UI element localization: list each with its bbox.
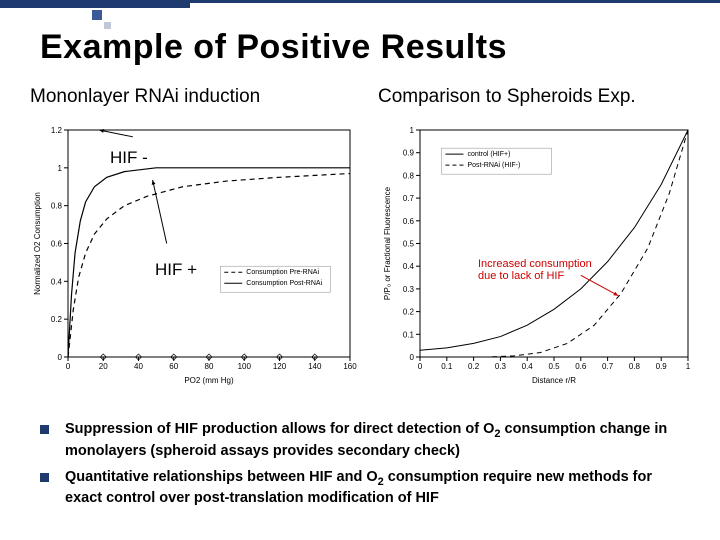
- svg-text:Post-RNAi (HIF-): Post-RNAi (HIF-): [467, 162, 520, 169]
- svg-text:0.8: 0.8: [51, 202, 63, 211]
- svg-text:0.6: 0.6: [51, 240, 63, 249]
- svg-text:0.2: 0.2: [468, 362, 480, 371]
- svg-text:Distance r/R: Distance r/R: [532, 376, 576, 385]
- right-chart: 0 0.1 0.2 0.3 0.4 0.5 0.6 0.7 0.8 0.9 1 0 0.1 0.2 0.3 0…: [380, 120, 700, 385]
- svg-text:1: 1: [410, 126, 415, 135]
- svg-text:0.2: 0.2: [51, 315, 63, 324]
- svg-text:0: 0: [66, 362, 71, 371]
- svg-text:1: 1: [58, 164, 63, 173]
- svg-text:0.1: 0.1: [403, 330, 415, 339]
- accent-line: [190, 0, 720, 3]
- svg-text:20: 20: [99, 362, 108, 371]
- svg-text:0.7: 0.7: [602, 362, 614, 371]
- red-annotation: Increased consumption due to lack of HIF: [478, 258, 592, 282]
- svg-text:120: 120: [273, 362, 287, 371]
- svg-text:40: 40: [134, 362, 143, 371]
- page-title: Example of Positive Results: [40, 28, 507, 67]
- red-anno-line1: Increased consumption: [478, 258, 592, 270]
- bullets: Suppression of HIF production allows for…: [40, 420, 690, 516]
- accent-bar: [0, 0, 190, 8]
- svg-text:0.4: 0.4: [51, 277, 63, 286]
- bullet-text-1: Quantitative relationships between HIF a…: [65, 468, 690, 508]
- bullet-text-0: Suppression of HIF production allows for…: [65, 420, 690, 460]
- svg-text:Consumption Pre-RNAi: Consumption Pre-RNAi: [246, 269, 319, 276]
- svg-text:140: 140: [308, 362, 322, 371]
- svg-text:0.4: 0.4: [522, 362, 534, 371]
- svg-text:0.9: 0.9: [403, 149, 415, 158]
- svg-text:control (HIF+): control (HIF+): [467, 151, 510, 158]
- svg-text:0.3: 0.3: [403, 285, 415, 294]
- bullet-marker: [40, 425, 49, 434]
- subtitle-right: Comparison to Spheroids Exp.: [378, 86, 636, 108]
- svg-text:0.6: 0.6: [575, 362, 587, 371]
- svg-text:Normalized O2 Consumption: Normalized O2 Consumption: [33, 192, 42, 295]
- svg-text:0.2: 0.2: [403, 308, 415, 317]
- svg-text:0: 0: [58, 353, 63, 362]
- bullet-marker: [40, 473, 49, 482]
- deco-square-1: [92, 10, 102, 20]
- svg-text:1.2: 1.2: [51, 126, 63, 135]
- hif-plus-label: HIF +: [155, 260, 197, 280]
- bullet-row: Quantitative relationships between HIF a…: [40, 468, 690, 508]
- svg-text:0.1: 0.1: [441, 362, 453, 371]
- hif-minus-label: HIF -: [110, 148, 148, 168]
- svg-text:0.4: 0.4: [403, 262, 415, 271]
- svg-text:0.7: 0.7: [403, 194, 415, 203]
- bullet-row: Suppression of HIF production allows for…: [40, 420, 690, 460]
- svg-text:80: 80: [205, 362, 214, 371]
- svg-text:0.8: 0.8: [403, 171, 415, 180]
- svg-text:P/P₀ or Fractional Fluorescenc: P/P₀ or Fractional Fluorescence: [383, 186, 392, 300]
- svg-text:1: 1: [686, 362, 691, 371]
- svg-text:0.8: 0.8: [629, 362, 641, 371]
- svg-text:0.5: 0.5: [548, 362, 560, 371]
- svg-text:PO2 (mm Hg): PO2 (mm Hg): [184, 376, 234, 385]
- svg-text:0.6: 0.6: [403, 217, 415, 226]
- svg-text:0.9: 0.9: [656, 362, 668, 371]
- svg-text:100: 100: [238, 362, 252, 371]
- svg-text:0.3: 0.3: [495, 362, 507, 371]
- left-chart: 0 20 40 60 80 100 120 140 160 0 0.2 0.4 0.6 0.8 1 1.2 PO…: [30, 120, 360, 385]
- svg-text:0: 0: [410, 353, 415, 362]
- subtitle-left: Mononlayer RNAi induction: [30, 86, 260, 108]
- svg-text:Consumption Post-RNAi: Consumption Post-RNAi: [246, 280, 322, 287]
- svg-text:0: 0: [418, 362, 423, 371]
- svg-text:160: 160: [343, 362, 357, 371]
- svg-text:60: 60: [169, 362, 178, 371]
- red-anno-line2: due to lack of HIF: [478, 270, 592, 282]
- svg-text:0.5: 0.5: [403, 240, 415, 249]
